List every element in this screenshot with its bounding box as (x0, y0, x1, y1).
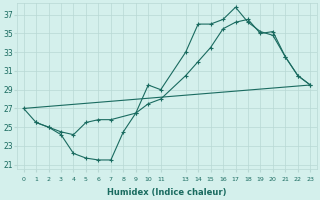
X-axis label: Humidex (Indice chaleur): Humidex (Indice chaleur) (107, 188, 227, 197)
